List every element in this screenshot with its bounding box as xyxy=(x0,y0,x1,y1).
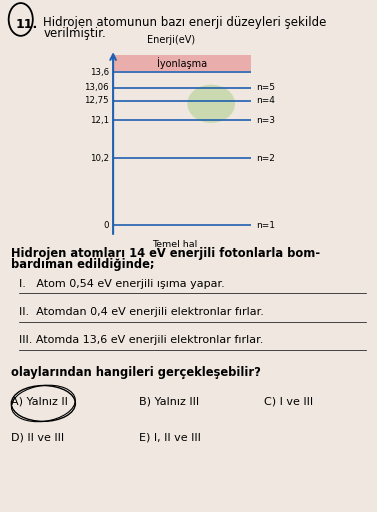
Text: verilmiştir.: verilmiştir. xyxy=(43,27,106,39)
Text: n=4: n=4 xyxy=(256,96,275,105)
Text: E) I, II ve III: E) I, II ve III xyxy=(139,433,201,443)
Text: Hidrojen atomları 14 eV enerjili fotonlarla bom-: Hidrojen atomları 14 eV enerjili fotonla… xyxy=(11,247,320,260)
Text: 13,6: 13,6 xyxy=(90,68,109,77)
Text: III. Atomda 13,6 eV enerjili elektronlar fırlar.: III. Atomda 13,6 eV enerjili elektronlar… xyxy=(19,335,263,346)
Text: 11.: 11. xyxy=(16,18,38,31)
Text: olaylarından hangileri gerçekleşebilir?: olaylarından hangileri gerçekleşebilir? xyxy=(11,366,261,379)
FancyBboxPatch shape xyxy=(113,55,251,71)
Text: Hidrojen atomunun bazı enerji düzeyleri şekilde: Hidrojen atomunun bazı enerji düzeyleri … xyxy=(43,16,327,29)
Text: n=3: n=3 xyxy=(256,116,275,124)
Text: I.   Atom 0,54 eV enerjili ışıma yapar.: I. Atom 0,54 eV enerjili ışıma yapar. xyxy=(19,279,225,289)
Text: Temel hal: Temel hal xyxy=(153,240,198,249)
Ellipse shape xyxy=(187,84,235,123)
Text: n=2: n=2 xyxy=(256,154,275,163)
Text: bardıman edildiğinde;: bardıman edildiğinde; xyxy=(11,258,155,270)
Text: D) II ve III: D) II ve III xyxy=(11,433,64,443)
Text: Enerji(eV): Enerji(eV) xyxy=(147,35,196,46)
Text: C) I ve III: C) I ve III xyxy=(264,397,313,407)
Text: 13,06: 13,06 xyxy=(84,83,109,92)
Text: İyonlaşma: İyonlaşma xyxy=(157,57,207,69)
Text: n=1: n=1 xyxy=(256,221,275,230)
Text: 12,1: 12,1 xyxy=(90,116,109,124)
Text: II.  Atomdan 0,4 eV enerjili elektronlar fırlar.: II. Atomdan 0,4 eV enerjili elektronlar … xyxy=(19,307,264,317)
Text: A) Yalnız II: A) Yalnız II xyxy=(11,397,68,407)
Text: n=5: n=5 xyxy=(256,83,275,92)
Text: 12,75: 12,75 xyxy=(84,96,109,105)
Text: 0: 0 xyxy=(103,221,109,230)
Text: 10,2: 10,2 xyxy=(90,154,109,163)
Text: B) Yalnız III: B) Yalnız III xyxy=(139,397,199,407)
